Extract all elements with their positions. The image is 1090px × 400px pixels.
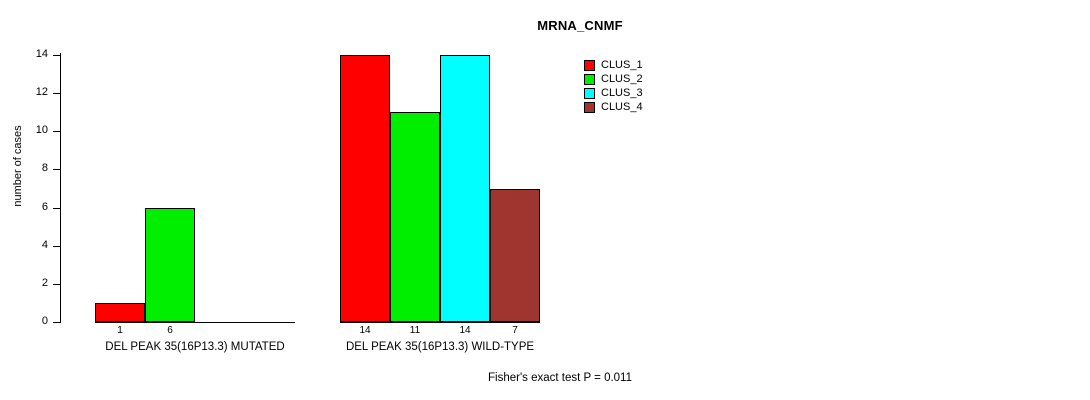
y-axis-tick-label: 6 bbox=[20, 200, 48, 213]
y-axis-tick-label-text: 2 bbox=[41, 276, 48, 289]
statistical-test-annotation: Fisher's exact test P = 0.011 bbox=[488, 372, 632, 384]
legend-item-label: CLUS_3 bbox=[601, 87, 643, 99]
legend-color-swatch bbox=[584, 74, 595, 85]
legend-item-label: CLUS_4 bbox=[601, 101, 643, 113]
y-axis-tick-mark bbox=[53, 207, 60, 209]
y-axis-tick-mark bbox=[53, 322, 60, 323]
bar bbox=[145, 207, 195, 322]
legend-color-swatch bbox=[584, 88, 595, 99]
legend-color-swatch bbox=[584, 102, 595, 113]
y-axis-tick-label-text: 4 bbox=[41, 238, 48, 251]
y-axis-tick-label: 14 bbox=[20, 49, 48, 60]
bar-value-label: 6 bbox=[167, 325, 173, 336]
plot-area: 0 2 4 6 8 10 12 14 number of cases 1 6 DEL PEAK 3… bbox=[12, 49, 540, 353]
y-axis-title: number of cases bbox=[12, 125, 24, 207]
y-axis-tick-mark bbox=[53, 283, 60, 285]
legend-item: CLUS_1 bbox=[584, 59, 704, 73]
bar bbox=[95, 302, 145, 322]
y-axis-tick-label: 10 bbox=[20, 125, 48, 136]
bar-value-label: 11 bbox=[409, 325, 421, 336]
x-axis-baseline bbox=[340, 322, 540, 323]
y-axis-tick-label: 8 bbox=[20, 163, 48, 174]
chart-title: MRNA_CNMF bbox=[537, 18, 623, 33]
y-axis-tick-label-text: 6 bbox=[41, 200, 48, 213]
y-axis-tick-mark bbox=[53, 169, 60, 171]
group-axis-label: DEL PEAK 35(16P13.3) MUTATED bbox=[105, 341, 285, 353]
bar bbox=[340, 55, 390, 322]
y-axis-line bbox=[60, 53, 61, 323]
y-axis-tick-label-text: 12 bbox=[35, 86, 48, 99]
legend-item-label: CLUS_1 bbox=[601, 59, 643, 71]
bar-value-label: 14 bbox=[459, 325, 471, 336]
y-axis-tick-label-text: 8 bbox=[41, 162, 48, 175]
bar bbox=[390, 112, 440, 322]
bar bbox=[440, 55, 490, 322]
y-axis-tick-label: 12 bbox=[20, 87, 48, 98]
bar bbox=[490, 188, 540, 322]
y-axis-tick-label: 2 bbox=[20, 276, 48, 289]
x-axis-baseline bbox=[95, 322, 295, 323]
bar-value-label: 7 bbox=[512, 325, 518, 336]
legend-item: CLUS_2 bbox=[584, 73, 704, 87]
y-axis-tick-label-text: 0 bbox=[41, 315, 48, 327]
legend-item-label: CLUS_2 bbox=[601, 73, 643, 85]
legend-color-swatch bbox=[584, 60, 595, 71]
bar-value-label: 14 bbox=[359, 325, 371, 336]
y-axis-tick-mark bbox=[53, 131, 60, 133]
legend-item: CLUS_4 bbox=[584, 101, 704, 115]
y-axis-tick-label-text: 14 bbox=[35, 48, 48, 60]
y-axis-tick-mark bbox=[53, 55, 60, 56]
y-axis-tick-label-text: 10 bbox=[35, 124, 48, 137]
y-axis-tick-label: 0 bbox=[20, 316, 48, 327]
bar-value-label: 1 bbox=[117, 325, 123, 336]
legend-item: CLUS_3 bbox=[584, 87, 704, 101]
y-axis-tick-mark bbox=[53, 245, 60, 247]
y-axis-tick-label: 4 bbox=[20, 238, 48, 251]
y-axis-tick-mark bbox=[53, 93, 60, 95]
group-axis-label: DEL PEAK 35(16P13.3) WILD-TYPE bbox=[345, 341, 535, 353]
legend: CLUS_1 CLUS_2 CLUS_3 CLUS_4 bbox=[584, 59, 704, 115]
